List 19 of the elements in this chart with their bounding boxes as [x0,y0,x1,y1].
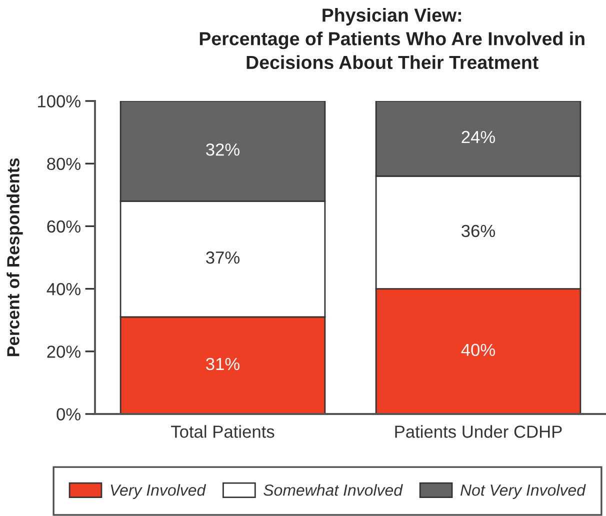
legend-label: Somewhat Involved [264,484,403,496]
data-label: 24% [462,130,496,144]
y-tick-label: 80% [47,158,80,170]
data-label: 31% [206,358,240,370]
chart-title: Physician View: Percentage of Patients Who Are Involved in Decisions About Their Treatment [200,8,584,70]
legend-label: Very Involved [110,484,206,499]
data-label: 40% [461,344,496,356]
y-axis-title: Percent of Respondents [6,158,23,356]
y-tick-label: 20% [47,346,80,358]
data-label: 32% [206,143,240,156]
data-label: 36% [462,224,496,238]
data-label: 37% [206,251,240,264]
legend-label: Not Very Involved [460,484,586,499]
y-tick-label: 100% [38,95,80,108]
x-tick-label: Total Patients [171,425,274,438]
x-tick-label: Patients Under CDHP [395,425,562,438]
y-tick-label: 60% [47,220,80,233]
y-tick-label: 40% [46,282,80,296]
y-tick-label: 0% [56,408,80,420]
